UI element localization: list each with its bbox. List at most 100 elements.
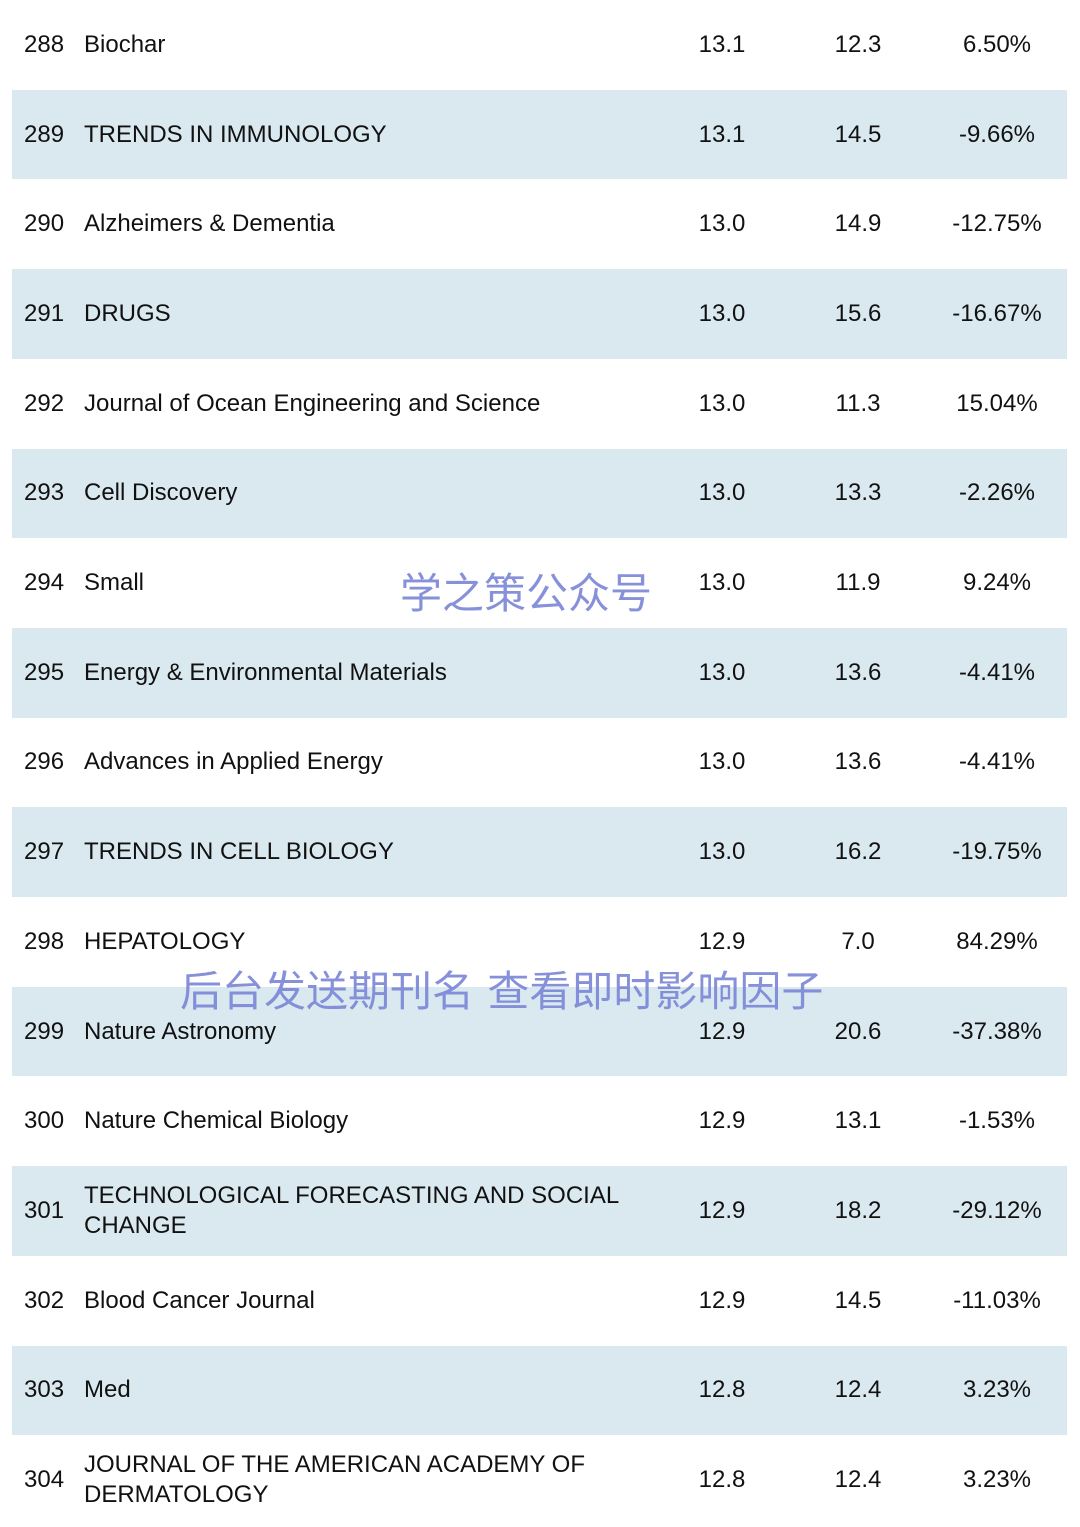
journal-name: Journal of Ocean Engineering and Science — [84, 389, 541, 417]
value: 14.5 — [834, 1286, 882, 1314]
rank: 296 — [24, 748, 65, 776]
value: 12.4 — [834, 1376, 882, 1404]
rank: 294 — [24, 569, 65, 597]
change: -1.53% — [958, 1107, 1036, 1135]
value: 12.9 — [698, 1196, 746, 1224]
change: -4.41% — [958, 748, 1036, 776]
value: 13.1 — [834, 1107, 882, 1135]
journal-name: Nature Chemical Biology — [84, 1107, 349, 1135]
value: 14.9 — [834, 210, 882, 238]
rank: 291 — [24, 299, 65, 327]
watermark: 后台发送期刊名 查看即时影响因子 — [180, 967, 824, 1016]
journal-name: Biochar — [84, 30, 166, 58]
journal-name: Med — [84, 1376, 131, 1404]
rank: 301 — [24, 1196, 65, 1224]
journal-name: Alzheimers & Dementia — [84, 210, 335, 238]
rank: 303 — [24, 1376, 65, 1404]
change: -19.75% — [952, 838, 1042, 866]
value: 13.1 — [698, 30, 746, 58]
journal-name: Energy & Environmental Materials — [84, 658, 447, 686]
value: 13.0 — [698, 838, 746, 866]
value: 11.9 — [835, 569, 881, 597]
value: 13.0 — [698, 748, 746, 776]
rank: 288 — [24, 30, 65, 58]
value: 13.3 — [834, 479, 882, 507]
journal-name: TRENDS IN CELL BIOLOGY — [84, 838, 394, 866]
value: 12.9 — [698, 1286, 746, 1314]
table-row: 288 Biochar 13.1 12.3 6.50% — [12, 0, 1067, 90]
value: 12.8 — [698, 1466, 746, 1494]
value: 13.0 — [698, 299, 746, 327]
value: 12.4 — [834, 1466, 882, 1494]
value: 13.6 — [834, 748, 882, 776]
table-row: 304 JOURNAL OF THE AMERICAN ACADEMY OF DE… — [12, 1435, 1067, 1525]
change: -29.12% — [952, 1196, 1042, 1224]
table-row: 303 Med 12.8 12.4 3.23% — [12, 1345, 1067, 1436]
value: 11.3 — [835, 389, 881, 417]
table-row: 291 DRUGS 13.0 15.6 -16.67% — [12, 269, 1067, 359]
value: 13.0 — [698, 479, 746, 507]
value: 13.6 — [834, 658, 882, 686]
rank: 295 — [24, 658, 65, 686]
change: -4.41% — [958, 658, 1036, 686]
journal-name: Cell Discovery — [84, 479, 238, 507]
journal-name: Blood Cancer Journal — [84, 1286, 315, 1314]
value: 13.0 — [698, 658, 746, 686]
change: 9.24% — [962, 569, 1032, 597]
value: 13.1 — [698, 120, 746, 148]
journal-name: HEPATOLOGY — [84, 927, 246, 955]
journal-name: Advances in Applied Energy — [84, 748, 383, 776]
table-row: 295 Energy & Environmental Materials 13.0 1… — [12, 627, 1067, 718]
value: 15.6 — [834, 299, 882, 327]
value: 13.0 — [698, 389, 746, 417]
rank: 290 — [24, 210, 65, 238]
table-row: 299 Nature Astronomy 12.9 20.6 -37.38% — [12, 986, 1067, 1077]
rank: 289 — [24, 120, 65, 148]
table-row: 293 Cell Discovery 13.0 13.3 -2.26% — [12, 448, 1067, 539]
change: 3.23% — [962, 1376, 1032, 1404]
table-row: 296 Advances in Applied Energy 13.0 13.6 -4.… — [12, 718, 1067, 808]
rank: 298 — [24, 927, 65, 955]
change: 15.04% — [956, 389, 1038, 417]
change: 3.23% — [962, 1466, 1032, 1494]
table-row: 301 TECHNOLOGICAL FORECASTING AND SOCIAL … — [12, 1166, 1067, 1256]
value: 14.5 — [834, 120, 882, 148]
change: -12.75% — [952, 210, 1042, 238]
journal-name: DRUGS — [84, 299, 171, 327]
journal-name: TECHNOLOGICAL FORECASTING AND SOCIAL CHA… — [84, 1181, 619, 1239]
table-row: 300 Nature Chemical Biology 12.9 13.1 -1.53% — [12, 1076, 1067, 1166]
value: 13.0 — [698, 210, 746, 238]
rank: 304 — [24, 1466, 65, 1494]
change: -9.66% — [958, 120, 1036, 148]
change: 84.29% — [956, 927, 1038, 955]
table-row: 298 HEPATOLOGY 12.9 7.0 84.29% — [12, 897, 1067, 987]
journal-name: TRENDS IN IMMUNOLOGY — [84, 120, 387, 148]
rank: 302 — [24, 1286, 65, 1314]
change: -2.26% — [958, 479, 1036, 507]
value: 7.0 — [841, 927, 875, 955]
rank: 293 — [24, 479, 65, 507]
value: 12.9 — [698, 927, 746, 955]
journal-name: Nature Astronomy — [84, 1017, 277, 1045]
journal-name: JOURNAL OF THE AMERICAN ACADEMY OF DERMA… — [84, 1451, 585, 1509]
journal-name: Small — [84, 569, 145, 597]
table-row: 302 Blood Cancer Journal 12.9 14.5 -11.03% — [12, 1256, 1067, 1346]
table-row: 297 TRENDS IN CELL BIOLOGY 13.0 16.2 -19.75% — [12, 807, 1067, 897]
value: 12.8 — [698, 1376, 746, 1404]
value: 16.2 — [834, 838, 882, 866]
table-row: 289 TRENDS IN IMMUNOLOGY 13.1 14.5 -9.66% — [12, 89, 1067, 180]
change: -16.67% — [952, 299, 1042, 327]
value: 18.2 — [834, 1196, 882, 1224]
change: 6.50% — [962, 30, 1032, 58]
value: 13.0 — [698, 569, 746, 597]
table-row: 292 Journal of Ocean Engineering and Scie… — [12, 359, 1067, 449]
watermark: 学之策公众号 — [400, 569, 653, 618]
rank: 297 — [24, 838, 65, 866]
value: 12.9 — [698, 1107, 746, 1135]
table-row: 290 Alzheimers & Dementia 13.0 14.9 -12.75% — [12, 179, 1067, 269]
value: 12.3 — [834, 30, 882, 58]
change: -11.03% — [953, 1286, 1041, 1314]
value: 12.9 — [698, 1017, 746, 1045]
change: -37.38% — [952, 1017, 1042, 1045]
value: 20.6 — [834, 1017, 882, 1045]
